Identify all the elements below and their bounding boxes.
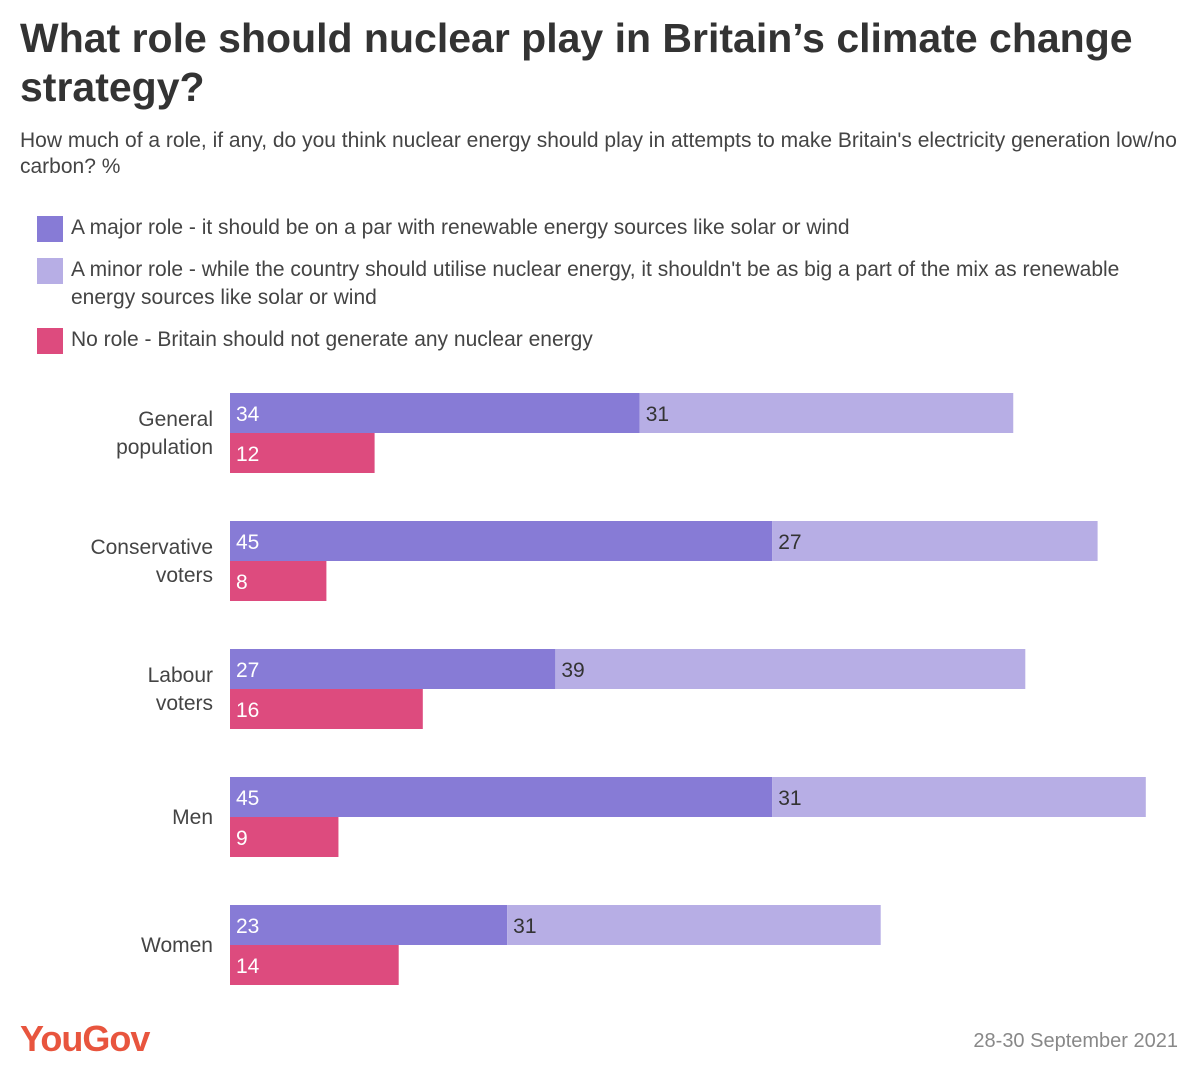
- legend-label-major: A major role - it should be on a par wit…: [71, 216, 850, 239]
- data-label-minor-role: 31: [778, 787, 801, 810]
- legend-label-minor: A minor role - while the country should …: [71, 258, 1120, 309]
- legend-swatch-minor: [37, 258, 63, 284]
- bar-no-role: [230, 817, 339, 857]
- data-label-major-role: 45: [236, 787, 259, 810]
- data-label-major-role: 34: [236, 403, 260, 426]
- bar-minor-role: [772, 521, 1098, 561]
- chart-title: What role should nuclear play in Britain…: [20, 15, 1133, 110]
- legend-item-none: No role - Britain should not generate an…: [37, 326, 1157, 354]
- category-label: population: [116, 436, 213, 459]
- category-label: Conservative: [90, 536, 213, 559]
- bar-minor-role: [507, 905, 881, 945]
- bar-no-role: [230, 433, 375, 473]
- bar-minor-role: [555, 649, 1026, 689]
- bar-major-role: [230, 393, 640, 433]
- data-label-major-role: 45: [236, 531, 259, 554]
- data-label-minor-role: 31: [646, 403, 669, 426]
- bar-major-role: [230, 905, 508, 945]
- chart-subtitle: How much of a role, if any, do you think…: [20, 129, 1177, 178]
- category-label: Labour: [148, 664, 213, 687]
- survey-date: 28-30 September 2021: [973, 1030, 1178, 1052]
- legend-swatch-none: [37, 328, 63, 354]
- data-label-no-role: 12: [236, 443, 259, 466]
- data-label-no-role: 9: [236, 827, 248, 850]
- bar-major-role: [230, 777, 773, 817]
- bar-no-role: [230, 561, 327, 601]
- legend-swatch-major: [37, 216, 63, 242]
- data-label-major-role: 27: [236, 659, 259, 682]
- bar-minor-role: [772, 777, 1146, 817]
- data-label-major-role: 23: [236, 915, 259, 938]
- bar-major-role: [230, 649, 556, 689]
- category-label: Men: [172, 806, 213, 829]
- category-label: Women: [141, 934, 213, 957]
- legend-label-none: No role - Britain should not generate an…: [71, 328, 593, 351]
- data-label-minor-role: 27: [778, 531, 801, 554]
- category-label: voters: [156, 564, 213, 587]
- legend-item-major: A major role - it should be on a par wit…: [37, 214, 1157, 242]
- category-label: General: [138, 408, 213, 431]
- data-label-no-role: 14: [236, 955, 260, 978]
- legend: A major role - it should be on a par wit…: [37, 214, 1157, 368]
- yougov-logo: YouGov: [20, 1018, 150, 1059]
- bar-minor-role: [639, 393, 1014, 433]
- data-label-no-role: 8: [236, 571, 248, 594]
- data-label-minor-role: 39: [561, 659, 584, 682]
- legend-item-minor: A minor role - while the country should …: [37, 256, 1157, 312]
- category-label: voters: [156, 692, 213, 715]
- bar-major-role: [230, 521, 773, 561]
- data-label-no-role: 16: [236, 699, 259, 722]
- bar-no-role: [230, 689, 423, 729]
- bar-no-role: [230, 945, 399, 985]
- data-label-minor-role: 31: [513, 915, 536, 938]
